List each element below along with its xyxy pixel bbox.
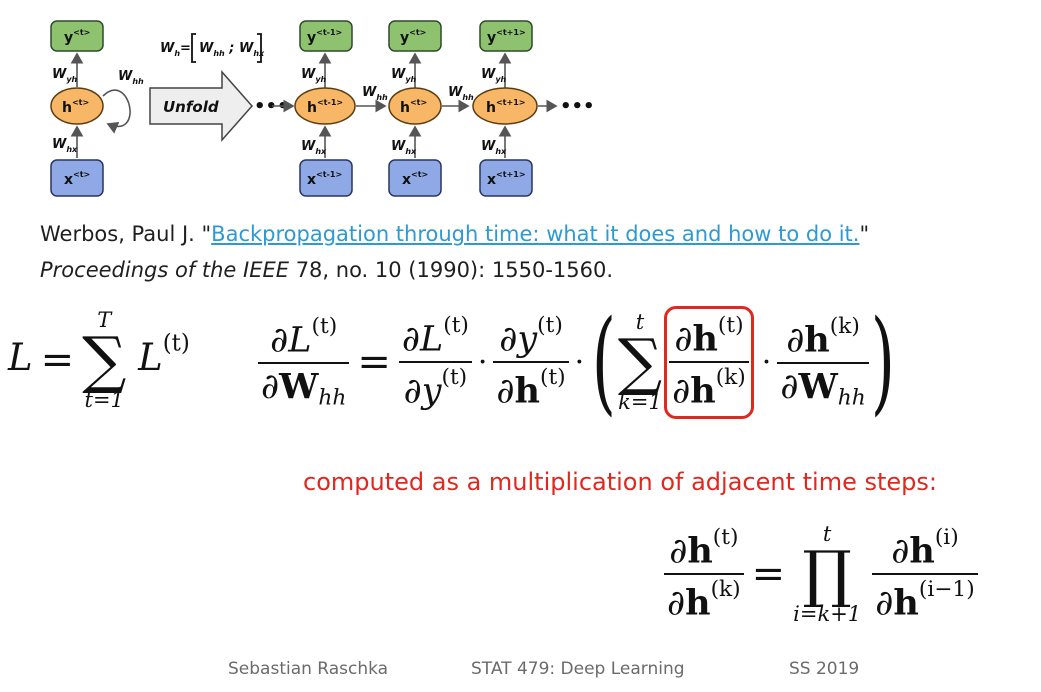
folded-h-node (50, 87, 104, 125)
svg-text:Wyh: Wyh (481, 67, 507, 84)
ellipsis-left: ••• (254, 96, 289, 117)
svg-text:Whx: Whx (52, 137, 78, 154)
folded-recurrent-loop (102, 89, 131, 134)
svg-text:h<t>: h<t> (62, 98, 89, 116)
unfold-arrow: Unfold (149, 70, 254, 142)
svg-text:Whx: Whx (301, 139, 327, 156)
svg-text:h<t-1>: h<t-1> (307, 98, 343, 116)
footer-author: Sebastian Raschka (228, 659, 389, 679)
folded-x-node (50, 159, 104, 197)
svg-text:Unfold: Unfold (163, 98, 219, 116)
svg-text:Whx: Whx (391, 139, 417, 156)
unfolded-step-t-1: y<t-1> Wyh h<t-1> Whx x<t-1> (294, 20, 356, 197)
svg-text:x<t>: x<t> (402, 170, 428, 188)
footer-course: STAT 479: Deep Learning (471, 659, 685, 679)
footer-term: SS 2019 (789, 659, 860, 679)
svg-text:h<t+1>: h<t+1> (486, 98, 525, 116)
svg-text:Whh: Whh (118, 69, 144, 86)
svg-text:Wyh: Wyh (301, 67, 327, 84)
svg-text:Wh=: Wh= (160, 41, 191, 58)
svg-text:y<t+1>: y<t+1> (487, 28, 526, 46)
svg-text:y<t>: y<t> (400, 28, 426, 46)
folded-rnn: y<t> Wyh h<t> Whh Whx x<t> (50, 20, 144, 197)
y-node-t-1 (299, 20, 353, 52)
svg-text:y<t-1>: y<t-1> (307, 28, 342, 46)
weight-definition: Wh= Whh ; Whx (160, 33, 265, 63)
total-loss-equation: L = T ∑ t=1 L(t) (8, 308, 190, 412)
citation-details: 78, no. 10 (1990): 1550-1560. (289, 258, 614, 282)
svg-text:y<t>: y<t> (64, 28, 90, 46)
ellipsis-right: ••• (560, 96, 595, 117)
h-node-t-1 (294, 87, 356, 125)
y-node-t+1 (479, 20, 533, 52)
highlighted-jacobian-term: ∂h(t) ∂h(k) (664, 306, 754, 419)
citation-author: Werbos, Paul J. " (40, 222, 212, 246)
citation-line-2: Proceedings of the IEEE 78, no. 10 (1990… (40, 258, 613, 282)
svg-text:Wyh: Wyh (391, 67, 417, 84)
svg-text:Wyh: Wyh (52, 67, 78, 84)
rnn-unfold-diagram: y<t> Wyh h<t> Whh Whx x<t> Wh= Whh ; Whx… (50, 20, 595, 197)
svg-text:Whh ; Whx: Whh ; Whx (199, 41, 265, 58)
unfolded-step-t+1: y<t+1> Wyh h<t+1> Whx x<t+1> (472, 20, 538, 197)
citation-title-link[interactable]: Backpropagation through time: what it do… (211, 222, 860, 246)
bptt-gradient-equation: ∂L(t) ∂Whh = ∂L(t) ∂y(t) · ∂y(t) ∂h(t) ·(t ∑ k=1 ∂h… (258, 306, 896, 419)
citation-journal: Proceedings of the IEEE (40, 258, 290, 282)
svg-text:Whx: Whx (481, 139, 507, 156)
x-node-t (388, 159, 442, 197)
svg-text:x<t>: x<t> (64, 170, 90, 188)
x-node-t-1 (299, 159, 353, 197)
y-node-t (388, 20, 442, 52)
jacobian-product-equation: ∂h(t) ∂h(k) = t ∏ i=k+1 ∂h(i) ∂h(i−1) (664, 524, 978, 625)
x-node-t+1 (479, 159, 533, 197)
svg-text:x<t+1>: x<t+1> (487, 170, 526, 188)
h-node-t+1 (472, 87, 538, 125)
svg-text:h<t>: h<t> (400, 98, 427, 116)
svg-text:Whh: Whh (448, 85, 474, 102)
unfolded-step-t: y<t> Wyh h<t> Whx x<t> (388, 20, 442, 197)
svg-text:x<t-1>: x<t-1> (307, 170, 342, 188)
citation-line-1: Werbos, Paul J. "Backpropagation through… (40, 222, 870, 246)
h-node-t (388, 87, 442, 125)
svg-text:Whh: Whh (362, 85, 388, 102)
folded-y-node (50, 20, 104, 52)
adjacent-steps-note: computed as a multiplication of adjacent… (303, 468, 937, 496)
